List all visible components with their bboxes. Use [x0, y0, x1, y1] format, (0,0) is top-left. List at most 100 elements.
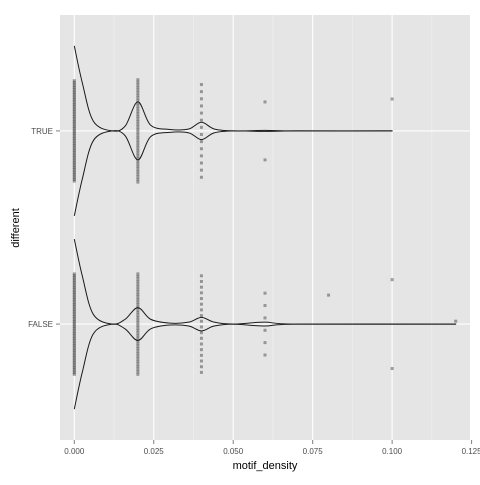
data-point — [136, 120, 140, 124]
data-point — [72, 352, 76, 356]
data-point — [72, 118, 76, 122]
data-point — [199, 359, 203, 363]
data-point — [72, 342, 76, 346]
data-point — [72, 326, 76, 330]
data-point — [72, 154, 76, 158]
grid-lines — [60, 15, 473, 440]
data-point — [72, 371, 76, 375]
data-point — [72, 330, 76, 334]
data-point — [199, 331, 203, 335]
data-point — [136, 91, 140, 95]
data-point — [136, 352, 140, 356]
data-point — [72, 272, 76, 276]
data-point — [72, 172, 76, 176]
data-point — [72, 108, 76, 112]
data-point — [72, 111, 76, 115]
data-point — [72, 299, 76, 303]
data-point — [136, 300, 140, 304]
data-point — [136, 308, 140, 312]
data-point — [263, 100, 267, 104]
data-point — [72, 359, 76, 363]
data-point — [72, 277, 76, 281]
data-point — [72, 325, 76, 329]
data-point — [72, 84, 76, 88]
data-point — [72, 274, 76, 278]
data-point — [72, 135, 76, 139]
data-point — [72, 171, 76, 175]
data-point — [136, 323, 140, 327]
data-point — [136, 117, 140, 121]
data-point — [136, 164, 140, 168]
data-point — [72, 147, 76, 151]
data-point — [136, 274, 140, 278]
data-point — [72, 313, 76, 317]
data-point — [72, 131, 76, 135]
data-point — [199, 297, 203, 301]
data-point — [136, 285, 140, 289]
data-point — [136, 122, 140, 126]
data-point — [72, 304, 76, 308]
data-point — [72, 340, 76, 344]
data-point — [136, 104, 140, 108]
data-point — [136, 130, 140, 134]
data-point — [136, 311, 140, 314]
data-point — [199, 147, 203, 151]
data-point — [136, 109, 140, 113]
data-point — [199, 302, 203, 306]
data-point — [72, 347, 76, 351]
data-point — [72, 275, 76, 279]
data-point — [136, 321, 140, 325]
data-point — [72, 303, 76, 307]
plot-panel — [60, 15, 470, 440]
data-point — [72, 128, 76, 132]
data-point — [72, 97, 76, 101]
data-point — [72, 294, 76, 298]
data-point — [136, 313, 140, 317]
data-point — [72, 369, 76, 373]
data-point — [199, 175, 203, 179]
data-point — [136, 282, 140, 286]
data-point — [72, 114, 76, 118]
data-point — [199, 140, 203, 144]
data-point — [136, 287, 140, 291]
data-point — [72, 174, 76, 178]
x-axis: 0.000 0.025 0.050 0.075 0.100 0.125 — [64, 440, 480, 456]
data-point — [199, 111, 203, 115]
data-point — [72, 360, 76, 364]
data-point — [136, 78, 140, 82]
data-point — [72, 87, 76, 91]
data-point — [136, 357, 140, 361]
data-point — [136, 86, 140, 90]
data-point — [72, 148, 76, 152]
data-point — [72, 126, 76, 130]
data-point — [72, 92, 76, 96]
data-point — [136, 159, 140, 163]
data-point — [199, 118, 203, 122]
data-point — [72, 306, 76, 310]
data-point — [136, 362, 140, 366]
data-point — [199, 104, 203, 108]
data-point — [199, 161, 203, 165]
data-point — [136, 359, 140, 363]
data-point — [72, 333, 76, 337]
data-point — [72, 348, 76, 352]
violin-true — [73, 45, 393, 217]
y-tick-label: FALSE — [28, 320, 53, 329]
data-point — [199, 279, 203, 283]
data-point — [72, 138, 76, 142]
data-point — [72, 331, 76, 335]
data-point — [72, 94, 76, 98]
y-tick-label: TRUE — [31, 127, 53, 136]
data-point — [72, 285, 76, 289]
x-tick-label: 0.025 — [144, 447, 165, 456]
violin-false — [73, 238, 457, 410]
data-point — [136, 180, 140, 184]
data-point — [72, 99, 76, 103]
data-point — [72, 145, 76, 149]
x-axis-title: motif_density — [233, 460, 298, 472]
data-point — [72, 150, 76, 154]
data-point — [136, 316, 140, 320]
data-point — [327, 293, 331, 297]
data-point — [72, 143, 76, 147]
